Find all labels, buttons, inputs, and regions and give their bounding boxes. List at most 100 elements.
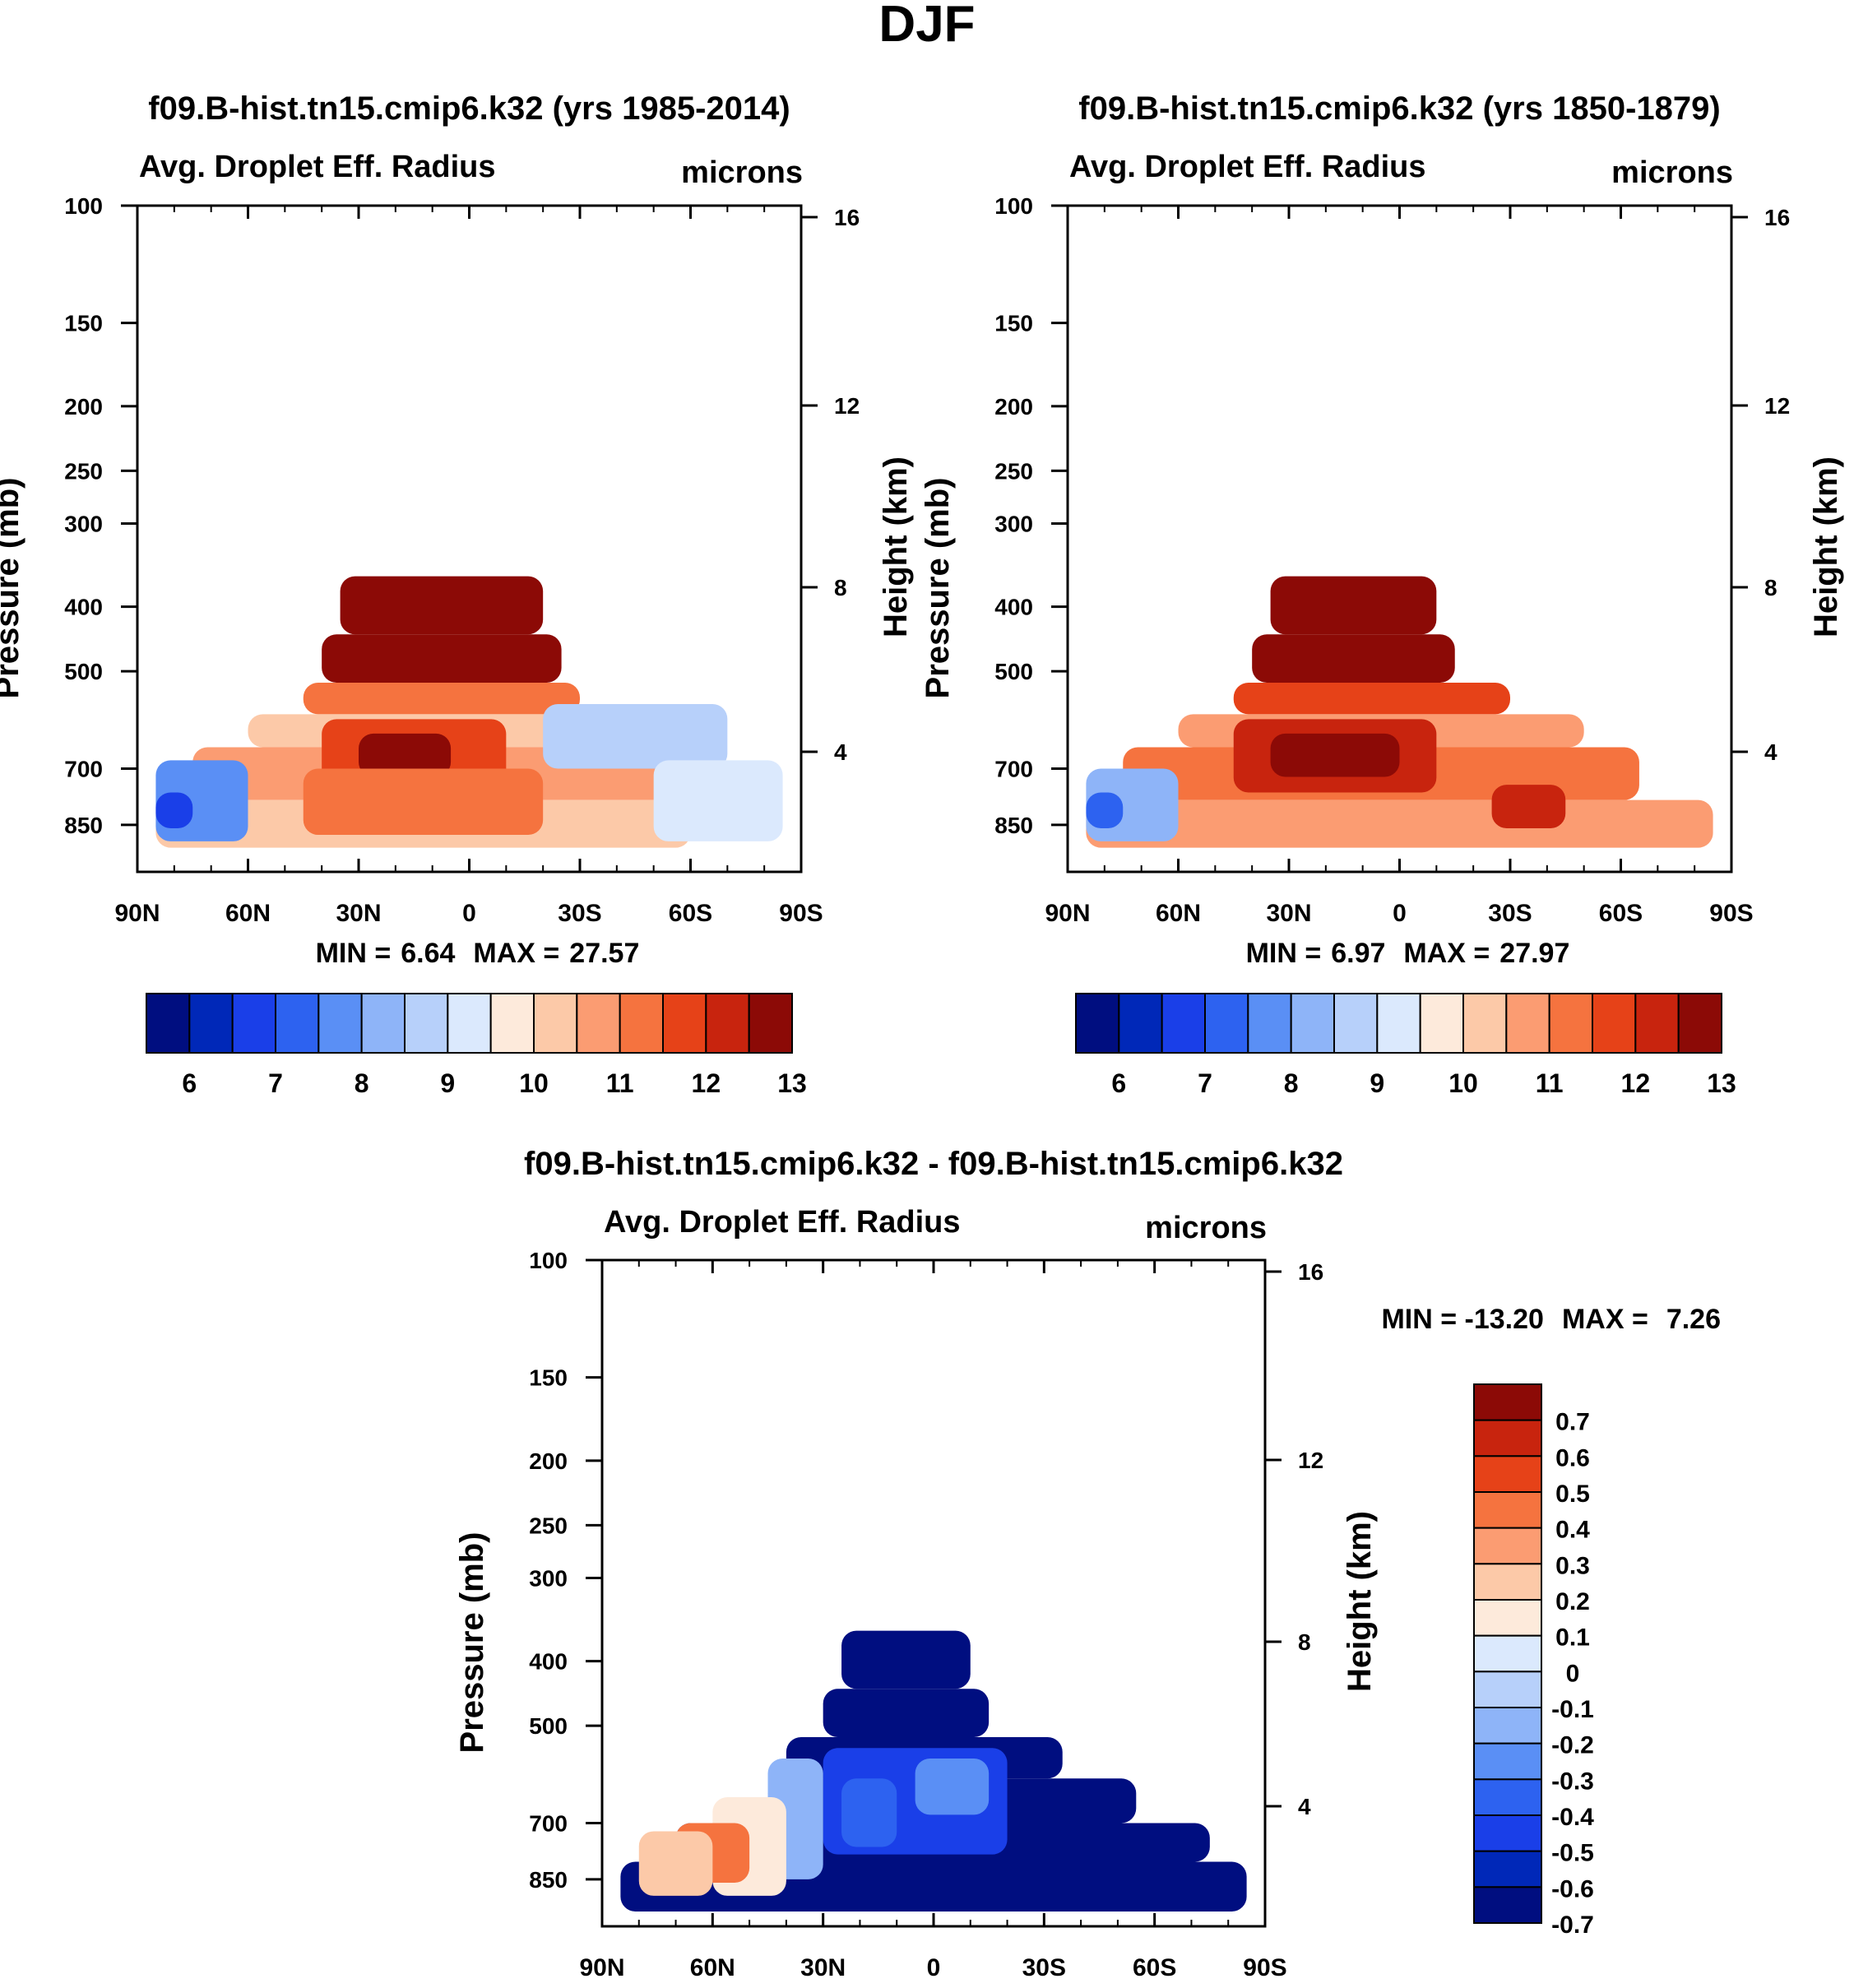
y-tick-label: 150	[529, 1365, 568, 1391]
contour-field	[155, 576, 783, 848]
y-tick-label: 200	[64, 394, 103, 419]
colorbar-box	[705, 993, 750, 1054]
x-tick-label: 30N	[336, 900, 381, 927]
colorbar-box	[1473, 1742, 1542, 1781]
stat-max-label: MAX =	[1403, 938, 1490, 969]
colorbar-box	[1161, 993, 1206, 1054]
field-region	[1270, 733, 1400, 777]
field-region	[155, 792, 193, 828]
y-right-tick-label: 16	[1764, 205, 1790, 230]
x-tick-label: 90N	[579, 1954, 624, 1981]
colorbar-label: 13	[777, 1068, 807, 1098]
contour-field	[620, 1630, 1247, 1912]
x-tick-label: 0	[1393, 900, 1407, 927]
y-tick-label: 400	[64, 595, 103, 620]
x-tick-label: 60S	[1133, 1954, 1176, 1981]
colorbar-label: -0.2	[1551, 1732, 1594, 1759]
colorbar-label: 11	[606, 1068, 634, 1098]
colorbar-box	[1473, 1419, 1542, 1457]
y-tick-label: 500	[529, 1713, 568, 1739]
field-region	[1270, 576, 1437, 635]
colorbar-box	[1473, 1491, 1542, 1529]
x-tick-label: 30S	[1022, 1954, 1066, 1981]
x-tick-label: 30S	[1488, 900, 1532, 927]
colorbar-box	[662, 993, 707, 1054]
colorbar-box	[1473, 1527, 1542, 1565]
field-region	[841, 1630, 971, 1689]
colorbar-box	[1473, 1886, 1542, 1924]
stat-min: 6.97	[1331, 938, 1385, 969]
stat-max-label: MAX =	[1562, 1304, 1648, 1335]
y-tick-label: 150	[994, 311, 1033, 336]
y-tick-label: 150	[64, 311, 103, 336]
figure-title: DJF	[878, 0, 975, 53]
y-tick-label: 300	[64, 511, 103, 536]
colorbar-box	[1473, 1599, 1542, 1637]
y-tick-label: 100	[529, 1248, 568, 1273]
colorbar-box	[317, 993, 363, 1054]
colorbar-box	[360, 993, 406, 1054]
y-right-tick-label: 8	[1764, 575, 1778, 600]
stat-max: 27.57	[569, 938, 639, 969]
y-axis-label: Pressure (mb)	[920, 478, 956, 699]
colorbar-label: -0.1	[1551, 1696, 1594, 1723]
field-region	[340, 576, 544, 635]
y-tick-label: 400	[994, 595, 1033, 620]
colorbar-box	[1473, 1455, 1542, 1494]
contour-field	[1086, 576, 1713, 848]
colorbar-label: 6	[182, 1068, 197, 1098]
y-axis-label: Pressure (mb)	[0, 478, 25, 699]
stat-min-label: MIN =	[316, 938, 392, 969]
y-right-tick-label: 4	[1298, 1794, 1311, 1819]
colorbar-box	[1473, 1707, 1542, 1745]
colorbar-box	[1419, 993, 1464, 1054]
colorbar-box	[1548, 993, 1593, 1054]
colorbar-box	[1118, 993, 1163, 1054]
field-region	[322, 634, 562, 683]
colorbar-label: 0.6	[1555, 1444, 1590, 1471]
y-right-tick-label: 4	[1764, 739, 1778, 765]
colorbar-label: 7	[1198, 1068, 1212, 1098]
right-string: microns	[1611, 155, 1733, 190]
y-right-tick-label: 12	[1298, 1448, 1323, 1473]
stat-max-label: MAX =	[473, 938, 559, 969]
field-region	[359, 733, 452, 777]
colorbar-box	[1473, 1814, 1542, 1852]
colorbar-label: 12	[1621, 1068, 1651, 1098]
panel-title: f09.B-hist.tn15.cmip6.k32 - f09.B-hist.t…	[524, 1146, 1343, 1182]
right-string: microns	[1145, 1211, 1267, 1245]
panel-2: f09.B-hist.tn15.cmip6.k32 (yrs 1850-1879…	[920, 90, 1844, 1098]
colorbar-box	[404, 993, 449, 1054]
colorbar-label: 10	[1448, 1068, 1478, 1098]
colorbar-label: 11	[1536, 1068, 1564, 1098]
colorbar-box	[275, 993, 320, 1054]
x-tick-label: 30S	[558, 900, 601, 927]
y-right-tick-label: 16	[834, 205, 860, 230]
colorbar-box	[1473, 1563, 1542, 1601]
y-axis-label: Pressure (mb)	[454, 1532, 490, 1754]
y-tick-label: 100	[994, 193, 1033, 219]
colorbar-box	[1473, 1778, 1542, 1816]
colorbar-label: 0	[1566, 1660, 1580, 1687]
colorbar-box	[619, 993, 665, 1054]
field-region	[1491, 785, 1566, 828]
field-region	[823, 1689, 990, 1737]
stat-max: 7.26	[1666, 1304, 1721, 1335]
panel-title: f09.B-hist.tn15.cmip6.k32 (yrs 1985-2014…	[148, 90, 790, 127]
y-tick-label: 850	[529, 1867, 568, 1893]
y-right-axis-label: Height (km)	[1808, 456, 1844, 637]
colorbar-box	[489, 993, 535, 1054]
y-right-tick-label: 4	[834, 739, 847, 765]
right-string: microns	[681, 155, 803, 190]
field-region	[303, 768, 544, 836]
colorbar-box	[748, 993, 794, 1054]
y-tick-label: 850	[64, 813, 103, 838]
colorbar-label: 10	[519, 1068, 549, 1098]
colorbar-box	[1376, 993, 1421, 1054]
field-region	[915, 1759, 990, 1815]
y-right-axis-label: Height (km)	[1342, 1511, 1378, 1692]
stats-line: MIN = 6.97 MAX = 27.97	[1246, 938, 1570, 969]
colorbar-label: -0.6	[1551, 1875, 1594, 1902]
colorbar-box	[1075, 993, 1120, 1054]
